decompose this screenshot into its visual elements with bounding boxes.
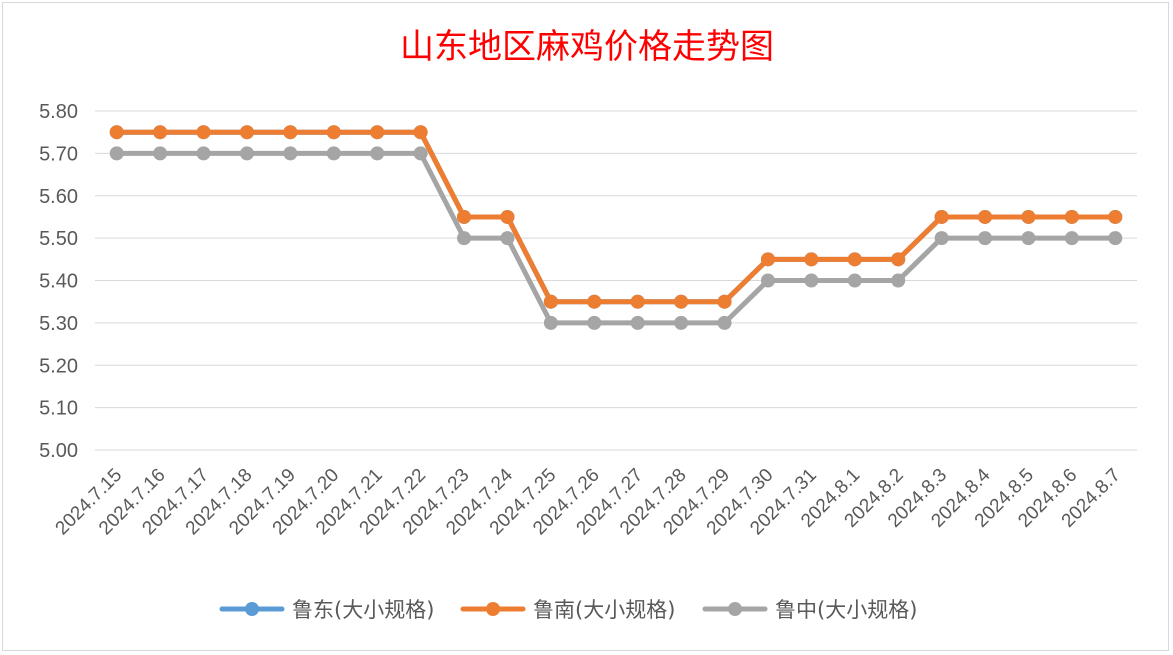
data-point [109,146,124,161]
data-point [674,315,689,330]
data-point [1064,231,1079,246]
data-point [1021,231,1036,246]
data-point [326,146,341,161]
data-point [934,231,949,246]
y-tick-label: 5.30 [39,313,78,335]
data-point [847,273,862,288]
data-point [239,146,254,161]
y-tick-label: 5.10 [39,398,78,420]
plot-area [109,125,1123,330]
legend-marker [245,602,259,616]
data-point [1108,231,1123,246]
data-point [804,252,819,267]
data-point [760,273,775,288]
data-point [630,315,645,330]
data-point [804,273,819,288]
data-point [326,125,341,140]
data-point [153,146,168,161]
legend-label: 鲁中(大小规格) [775,598,917,622]
data-point [196,146,211,161]
data-point [891,252,906,267]
data-point [413,125,428,140]
data-point [587,294,602,309]
data-point [717,294,732,309]
data-point [717,315,732,330]
data-point [978,209,993,224]
data-point [760,252,775,267]
data-point [457,209,472,224]
y-tick-label: 5.00 [39,440,78,462]
legend-label: 鲁东(大小规格) [292,598,434,622]
data-point [543,315,558,330]
y-tick-label: 5.80 [39,101,78,123]
data-point [283,125,298,140]
legend-item-1: 鲁东(大小规格) [219,598,434,622]
data-point [109,125,124,140]
data-point [587,315,602,330]
data-point [239,125,254,140]
series-2 [109,125,1123,309]
data-point [153,125,168,140]
legend-marker [486,602,500,616]
data-point [370,125,385,140]
y-tick-label: 5.40 [39,271,78,293]
data-point [457,231,472,246]
data-point [283,146,298,161]
legend-item-3: 鲁中(大小规格) [702,598,917,622]
data-point [196,125,211,140]
data-point [891,273,906,288]
y-tick-label: 5.60 [39,186,78,208]
data-point [674,294,689,309]
data-point [370,146,385,161]
legend-label: 鲁南(大小规格) [533,598,675,622]
data-point [847,252,862,267]
legend-marker [728,602,742,616]
data-point [1064,209,1079,224]
data-point [1108,209,1123,224]
data-point [978,231,993,246]
x-axis: 2024.7.152024.7.162024.7.172024.7.182024… [52,464,1125,539]
series-line [114,150,1118,326]
data-point [1021,209,1036,224]
data-point [500,209,515,224]
chart-title: 山东地区麻鸡价格走势图 [400,27,774,67]
series-line [114,129,1118,305]
data-point [934,209,949,224]
y-tick-label: 5.20 [39,355,78,377]
data-point [413,146,428,161]
y-axis: 5.80 5.70 5.60 5.50 5.40 5.30 5.20 5.10 5.00 [39,101,78,462]
data-point [500,231,515,246]
y-tick-label: 5.50 [39,228,78,250]
y-tick-label: 5.70 [39,143,78,165]
legend: 鲁东(大小规格) 鲁南(大小规格) 鲁中(大小规格) [219,598,917,622]
grid [95,110,1137,451]
data-point [543,294,558,309]
data-point [630,294,645,309]
series-3 [109,146,1123,330]
legend-item-2: 鲁南(大小规格) [460,598,675,622]
